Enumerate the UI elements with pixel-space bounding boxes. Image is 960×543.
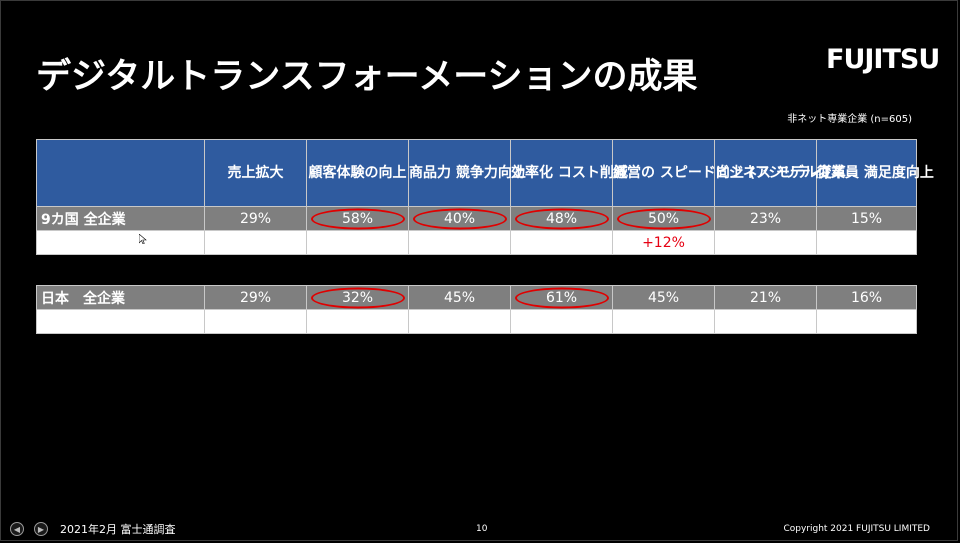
results-table-global: 売上拡大 顧客体験の向上 商品力 競争力向上 効率化 コスト削減 経営の スピー… xyxy=(36,139,934,255)
value-cell: 21% xyxy=(714,285,817,310)
footer-date: 2021年2月 富士通調査 xyxy=(60,523,176,536)
row-label: 日本 全企業 xyxy=(36,285,205,310)
header-empty xyxy=(36,139,205,207)
change-cell: -36% xyxy=(204,309,307,334)
col-product-competitiveness: 商品力 競争力向上 xyxy=(408,139,526,207)
table-row: 9カ国 全企業 29% 58% 40% 48% 50% 23% 15% xyxy=(36,206,917,231)
value-cell-highlighted: 32% xyxy=(306,285,409,310)
change-cell: +1% xyxy=(816,230,917,255)
col-business-model: ビジネス モデル変革 xyxy=(714,139,846,207)
value-cell: 23% xyxy=(714,206,817,231)
table-row: 昨年からの増減 -36% -9% +16% -4% -2% +15% +16% xyxy=(36,309,917,334)
value-cell: 45% xyxy=(408,285,511,310)
change-cell: +16% xyxy=(408,309,511,334)
fujitsu-logo: FUJITSU xyxy=(826,44,940,75)
row-label: 昨年からの増減 xyxy=(36,309,205,334)
copyright: Copyright 2021 FUJITSU LIMITED xyxy=(783,524,930,534)
value-cell-highlighted: 48% xyxy=(510,206,613,231)
page-number: 10 xyxy=(476,524,488,534)
value-cell: 15% xyxy=(816,206,917,231)
value-cell: 16% xyxy=(816,285,917,310)
change-cell: +16% xyxy=(816,309,917,334)
change-cell: -19% xyxy=(204,230,307,255)
change-cell: +6% xyxy=(714,230,817,255)
change-cell: +6% xyxy=(408,230,511,255)
value-cell: 29% xyxy=(204,206,307,231)
table-row: 日本 全企業 29% 32% 45% 61% 45% 21% 16% xyxy=(36,285,917,310)
change-cell: -9% xyxy=(306,309,409,334)
col-agility: 経営の スピード向上 (アジリティ) xyxy=(612,139,830,207)
col-sales-growth: 売上拡大 xyxy=(204,139,307,207)
sample-note: 非ネット専業企業 (n=605) xyxy=(787,114,912,125)
header-row: 売上拡大 顧客体験の向上 商品力 競争力向上 効率化 コスト削減 経営の スピー… xyxy=(36,139,934,207)
value-cell-highlighted: 40% xyxy=(408,206,511,231)
change-cell: +5% xyxy=(510,230,613,255)
change-cell-highlighted: +12% xyxy=(612,230,715,255)
change-cell: -4% xyxy=(510,309,613,334)
change-cell: +15% xyxy=(714,309,817,334)
col-employee-satisfaction: 従業員 満足度向上 xyxy=(816,139,934,207)
slide-title: デジタルトランスフォーメーションの成果 xyxy=(36,57,698,97)
change-cell: -2% xyxy=(612,309,715,334)
next-slide-icon[interactable]: ▶ xyxy=(34,522,48,536)
value-cell-highlighted: 61% xyxy=(510,285,613,310)
value-cell-highlighted: 50% xyxy=(612,206,715,231)
value-cell: 29% xyxy=(204,285,307,310)
change-cell: -2% xyxy=(306,230,409,255)
col-efficiency-cost: 効率化 コスト削減 xyxy=(510,139,628,207)
value-cell-highlighted: 58% xyxy=(306,206,409,231)
mouse-cursor-icon xyxy=(139,234,147,244)
table-row: 昨年からの増減 -19% -2% +6% +5% +12% +6% +1% xyxy=(36,230,917,255)
row-label: 9カ国 全企業 xyxy=(36,206,205,231)
prev-slide-icon[interactable]: ◀ xyxy=(10,522,24,536)
value-cell: 45% xyxy=(612,285,715,310)
row-label: 昨年からの増減 xyxy=(36,230,205,255)
results-table-japan: 日本 全企業 29% 32% 45% 61% 45% 21% 16% 昨年からの… xyxy=(36,285,917,334)
col-customer-experience: 顧客体験の向上 xyxy=(306,139,409,207)
